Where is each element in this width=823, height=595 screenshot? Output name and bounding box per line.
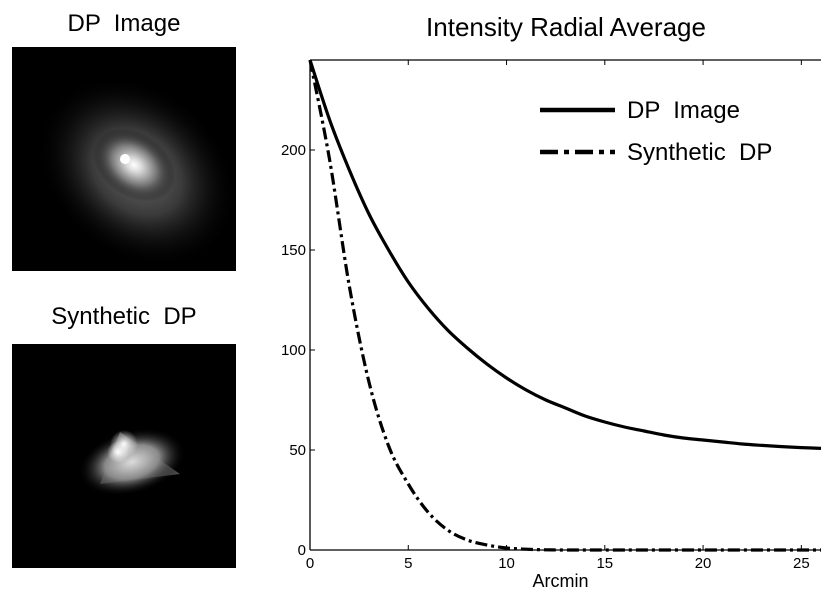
y-tick-label: 200	[281, 142, 306, 159]
x-tick-label: 20	[695, 555, 712, 572]
synthetic-dp-picture	[12, 344, 236, 568]
y-tick-label: 50	[289, 442, 306, 459]
x-tick-label: 5	[404, 555, 412, 572]
dp-image-picture	[12, 47, 236, 271]
y-tick-label: 0	[298, 542, 306, 559]
chart-title: Intensity Radial Average	[426, 12, 706, 42]
series-line-1	[308, 59, 821, 552]
chart-axes: 0 5 10 15 20 25 0 50 100 150 200	[281, 59, 821, 572]
legend-label-1: Synthetic DP	[627, 139, 772, 166]
synthetic-dp-title: Synthetic DP	[51, 303, 197, 330]
x-tick-label: 15	[596, 555, 613, 572]
x-tick-label: 0	[306, 555, 314, 572]
chart-legend: DP Image Synthetic DP	[540, 97, 772, 166]
series-line-0	[308, 59, 822, 450]
dp-image	[12, 47, 236, 271]
dp-image-title: DP Image	[67, 10, 181, 37]
synthetic-dp-image	[12, 344, 236, 568]
y-tick-label: 100	[281, 342, 306, 359]
x-tick-label: 25	[793, 555, 810, 572]
legend-label-0: DP Image	[627, 97, 740, 124]
chart-series	[308, 59, 822, 552]
x-axis-label: Arcmin	[532, 571, 588, 591]
x-tick-label: 10	[498, 555, 515, 572]
y-tick-label: 150	[281, 242, 306, 259]
